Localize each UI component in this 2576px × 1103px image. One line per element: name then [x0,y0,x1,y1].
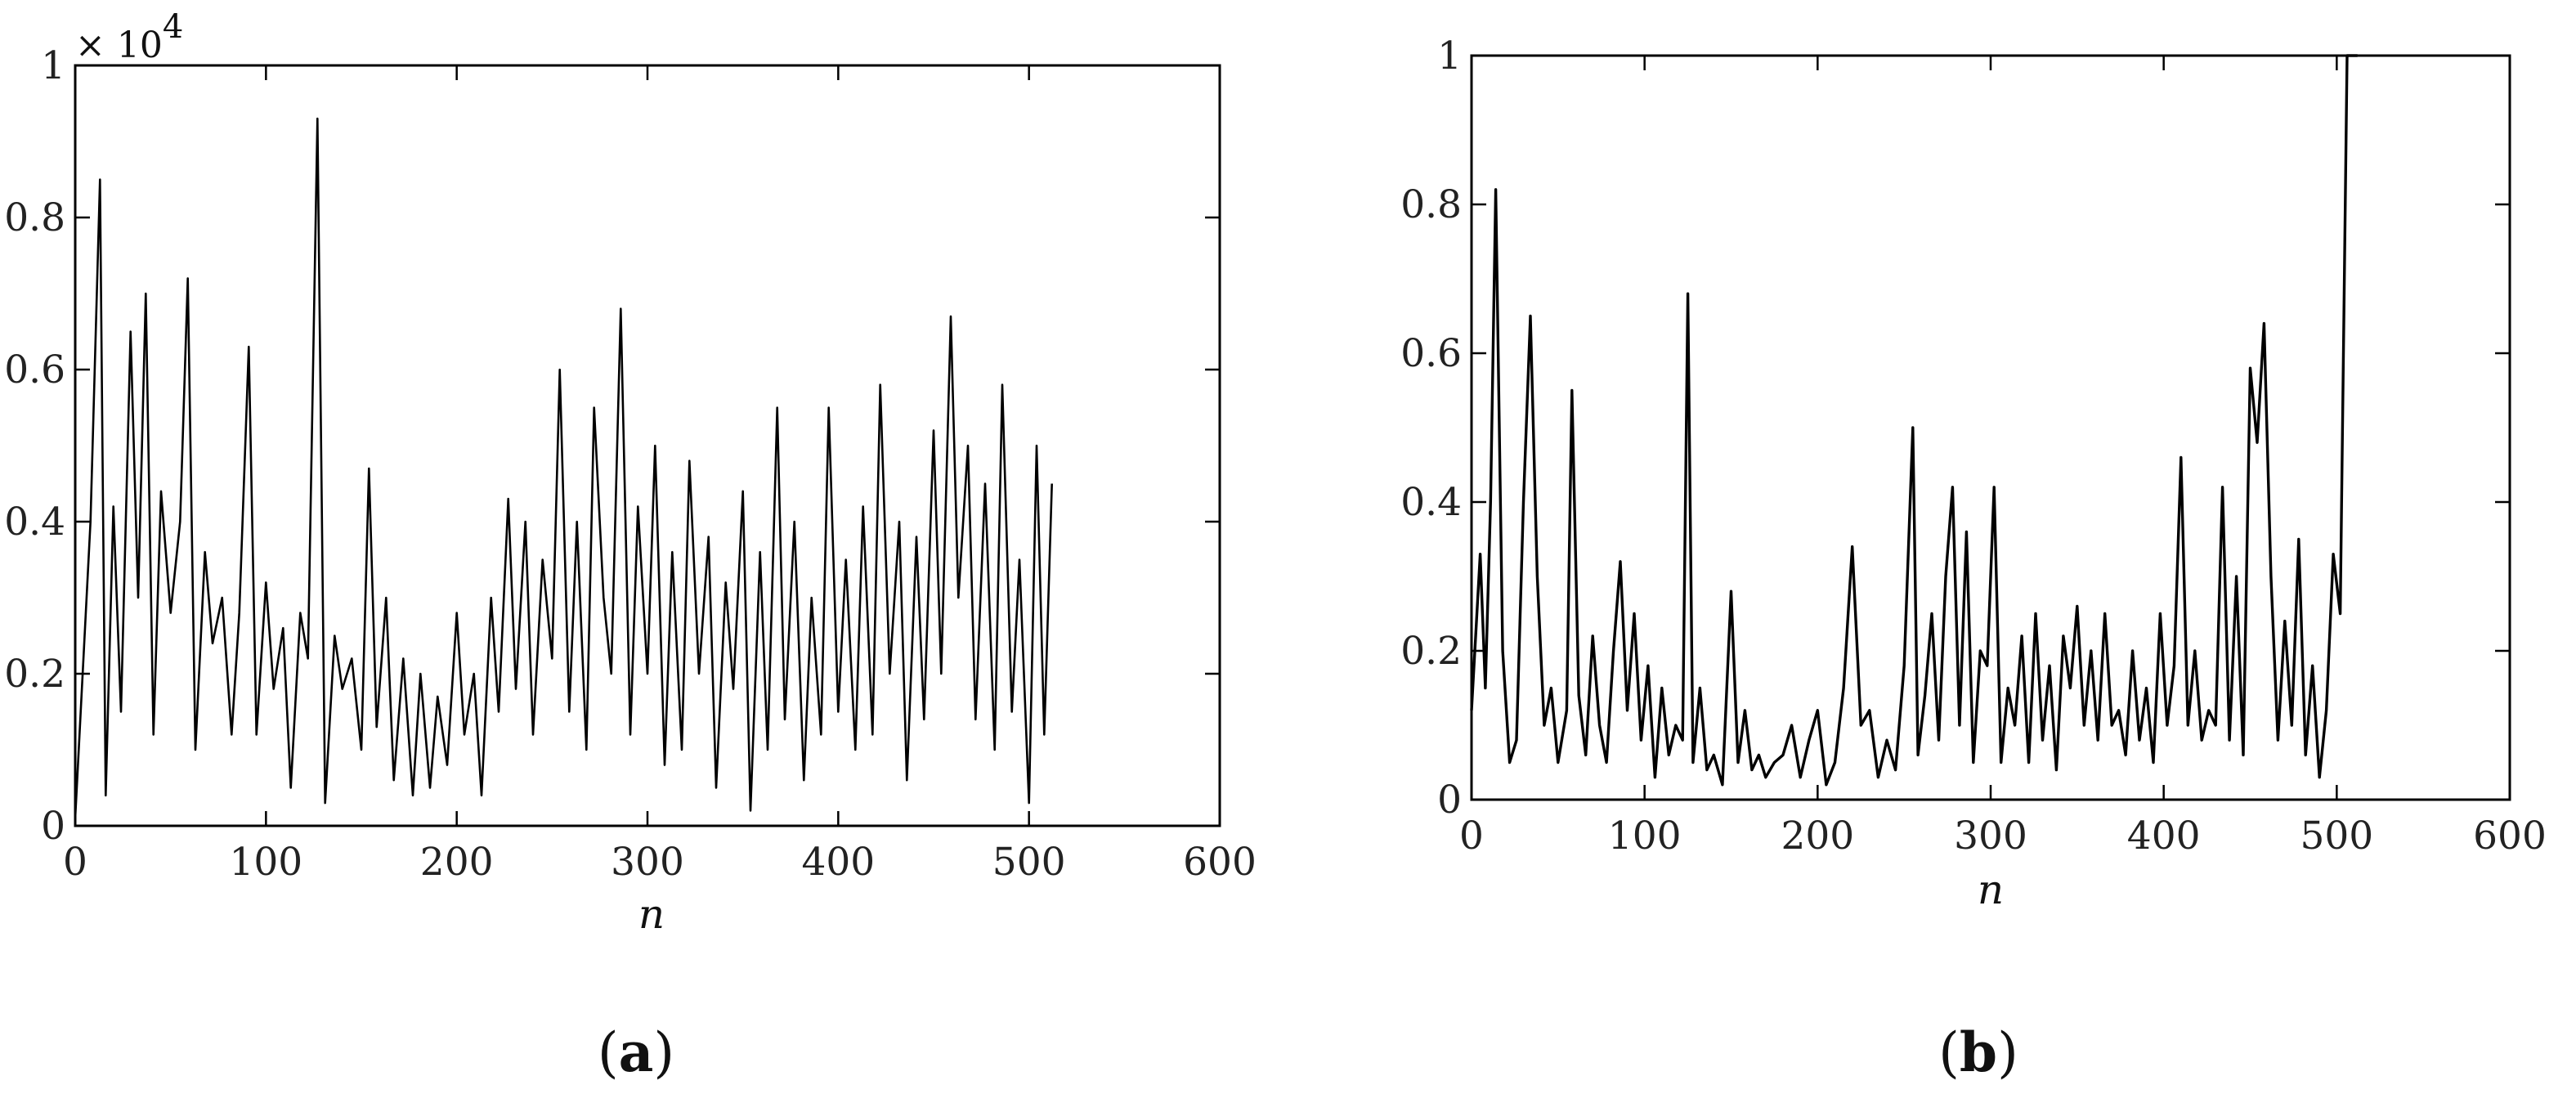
y-tick-label-0: 0 [41,804,65,849]
y-tick-label-0: 0 [1437,778,1462,823]
x-tick-label-4: 400 [2127,814,2201,859]
x-tick-label-0: 0 [1459,814,1484,859]
x-tick-label-2: 200 [1781,814,1854,859]
y-tick-label-4: 0.8 [4,195,65,240]
y-tick-label-5: 1 [41,43,65,88]
y-multiplier-a: × 104 [75,8,183,66]
x-tick-label-1: 100 [229,840,302,885]
x-tick-label-3: 300 [1954,814,2027,859]
axis-ticks-a: 0 100 200 300 400 500 600 0 0.2 0.4 0.6 0.8 1 [4,43,1257,885]
y-tick-label-3: 0.6 [4,347,65,392]
x-tick-label-0: 0 [63,840,87,885]
y-tick-label-1: 0.2 [4,652,65,697]
y-tick-label-5: 1 [1437,34,1462,78]
x-axis-label-a: n [638,890,665,938]
x-tick-label-2: 200 [420,840,494,885]
y-tick-label-2: 0.4 [4,500,65,545]
y-tick-label-4: 0.8 [1400,182,1462,227]
series-line-b [1470,54,2358,787]
caption-b: (b) [1938,1020,2018,1084]
axis-ticks-b: 0 100 200 300 400 500 600 0 0.2 0.4 0.6 0.8 1 [1400,34,2547,859]
x-tick-label-6: 600 [2473,814,2547,859]
plot-frame-a [74,64,1221,827]
y-tick-label-2: 0.4 [1400,480,1462,525]
x-tick-label-6: 600 [1183,840,1257,885]
x-tick-label-5: 500 [992,840,1066,885]
x-tick-label-1: 100 [1608,814,1682,859]
x-tick-label-3: 300 [611,840,684,885]
x-tick-label-5: 500 [2300,814,2373,859]
x-axis-label-b: n [1978,866,2004,913]
chart-panel-b: 0 100 200 300 400 500 600 0 0.2 0.4 0.6 0.8 1 n [1400,34,2547,913]
x-tick-label-4: 400 [801,840,875,885]
y-tick-label-1: 0.2 [1400,629,1462,674]
caption-a: (a) [598,1020,674,1084]
y-tick-label-3: 0.6 [1400,331,1462,376]
series-line-a [74,117,1053,818]
